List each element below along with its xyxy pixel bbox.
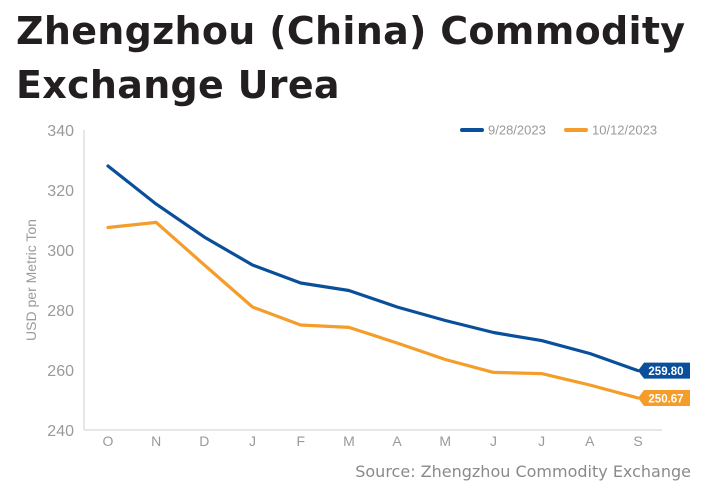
y-tick-label: 340 [47,123,74,140]
chart-title: Zhengzhou (China) Commodity Exchange Ure… [16,9,686,107]
legend: 9/28/2023 10/12/2023 [460,123,657,138]
end-value-labels: 259.80 250.67 [638,362,690,406]
x-tick-label: J [538,433,545,449]
end-value-tag: 259.80 [638,362,690,379]
x-tick-label: O [103,433,114,449]
x-tick-label: A [392,433,402,449]
legend-item: 9/28/2023 [460,123,546,138]
end-value-tag: 250.67 [638,389,690,406]
source-note: Source: Zhengzhou Commodity Exchange [355,462,691,481]
legend-label: 9/28/2023 [488,123,546,138]
x-tick-label: J [249,433,256,449]
legend-item: 10/12/2023 [564,123,657,138]
y-tick-label: 240 [47,423,74,440]
end-value-tag-bg [638,362,690,379]
series-line [106,164,640,373]
y-tick-labels: 240 260 280 300 320 340 [47,123,74,440]
x-tick-label: J [490,433,497,449]
end-value-label: 259.80 [648,366,683,378]
x-tick-label: S [633,433,642,449]
series-line [106,220,640,400]
series-lines [106,164,640,400]
x-tick-label: F [296,433,305,449]
y-tick-label: 300 [47,243,74,260]
x-tick-label: N [151,433,161,449]
x-tick-label: A [585,433,595,449]
end-value-label: 250.67 [648,393,683,405]
axes [83,130,662,431]
y-tick-label: 320 [47,183,74,200]
x-tick-label: D [199,433,209,449]
y-axis-label: USD per Metric Ton [23,219,39,341]
end-value-tag-bg [638,389,690,406]
x-tick-label: M [343,433,355,449]
x-tick-label: M [439,433,451,449]
legend-label: 10/12/2023 [592,123,657,138]
y-tick-label: 260 [47,363,74,380]
y-tick-label: 280 [47,303,74,320]
